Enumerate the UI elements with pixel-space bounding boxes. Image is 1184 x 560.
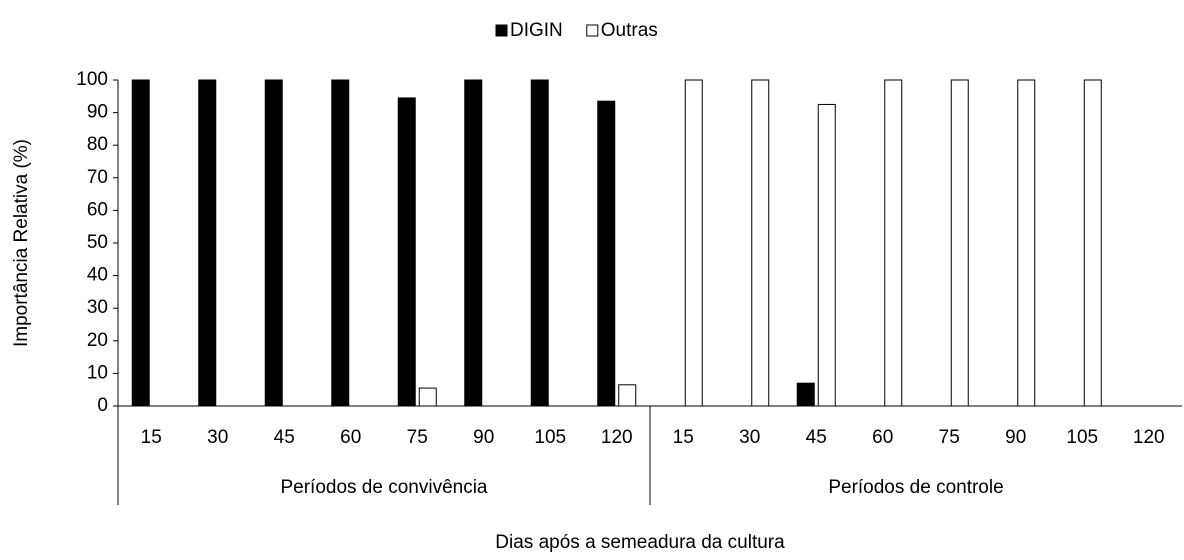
bar [884, 79, 903, 407]
y-tick-label: 70 [87, 167, 108, 188]
x-tick-label: 90 [473, 427, 494, 448]
x-tick-label: 120 [1133, 427, 1165, 448]
y-axis-title: Importância Relativa (%) [11, 139, 32, 347]
x-tick-label: 105 [534, 427, 566, 448]
y-tick-label: 90 [87, 102, 108, 123]
x-tick-label: 45 [806, 427, 827, 448]
bar [950, 79, 969, 407]
legend-key [495, 24, 508, 37]
bar [331, 79, 350, 407]
x-tick-label: 45 [274, 427, 295, 448]
x-tick-label: 15 [141, 427, 162, 448]
bar [131, 79, 150, 407]
group-label: Períodos de controle [828, 477, 1003, 498]
bar [464, 79, 483, 407]
bar [618, 384, 637, 407]
bar [597, 100, 616, 407]
x-tick-label: 30 [739, 427, 760, 448]
bar [397, 97, 416, 407]
x-tick-label: 90 [1005, 427, 1026, 448]
legend-key [586, 24, 599, 37]
y-tick-label: 60 [87, 199, 108, 220]
x-tick-label: 15 [673, 427, 694, 448]
bar [751, 79, 770, 407]
x-tick-label: 75 [939, 427, 960, 448]
x-tick-label: 60 [872, 427, 893, 448]
y-tick-label: 20 [87, 330, 108, 351]
x-tick-label: 60 [340, 427, 361, 448]
y-tick-label: 0 [97, 395, 108, 416]
y-tick-label: 30 [87, 297, 108, 318]
bar [1017, 79, 1036, 407]
bar [684, 79, 703, 407]
bar [198, 79, 217, 407]
x-tick-label: 120 [601, 427, 633, 448]
y-tick-label: 50 [87, 232, 108, 253]
x-axis-title: Dias após a semeadura da cultura [495, 532, 785, 553]
y-tick-label: 80 [87, 134, 108, 155]
group-label: Períodos de convivência [280, 477, 487, 498]
legend-label: Outras [601, 20, 658, 41]
x-tick-label: 30 [207, 427, 228, 448]
y-tick-label: 40 [87, 265, 108, 286]
bar [418, 387, 437, 407]
bar [530, 79, 549, 407]
legend-label: DIGIN [510, 20, 563, 41]
bar [264, 79, 283, 407]
bar [817, 103, 836, 407]
x-tick-label: 105 [1066, 427, 1098, 448]
y-tick-label: 10 [87, 362, 108, 383]
bar [796, 382, 815, 407]
y-tick-label: 100 [76, 69, 108, 90]
bar [1083, 79, 1102, 407]
x-tick-label: 75 [407, 427, 428, 448]
